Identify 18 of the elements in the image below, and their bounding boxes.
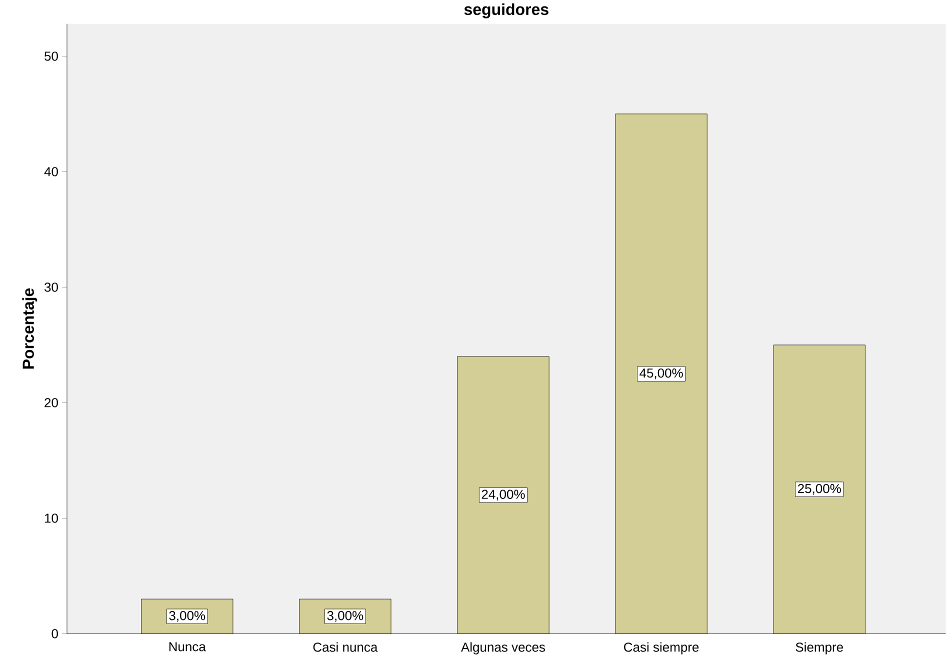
data-label: 45,00% xyxy=(640,368,683,380)
x-tick-label: Nunca xyxy=(169,642,206,652)
y-tick-label: 50 xyxy=(44,52,58,61)
y-axis-title: Porcentaje xyxy=(22,288,38,369)
data-label: 3,00% xyxy=(169,611,206,622)
y-tick-label: 40 xyxy=(44,167,58,176)
y-tick-label: 30 xyxy=(44,282,58,292)
y-tick-label: 0 xyxy=(52,629,58,638)
data-label: 25,00% xyxy=(798,484,841,495)
x-tick-label: Casi siempre xyxy=(624,642,699,654)
x-tick-label: Algunas veces xyxy=(461,642,546,654)
y-tick-label: 10 xyxy=(44,514,58,523)
data-label: 24,00% xyxy=(482,490,525,501)
y-tick-label: 20 xyxy=(44,398,58,408)
data-label: 3,00% xyxy=(327,611,364,622)
x-tick-label: Siempre xyxy=(796,642,843,654)
chart-title: seguidores xyxy=(464,3,548,18)
x-tick-label: Casi nunca xyxy=(313,642,378,652)
